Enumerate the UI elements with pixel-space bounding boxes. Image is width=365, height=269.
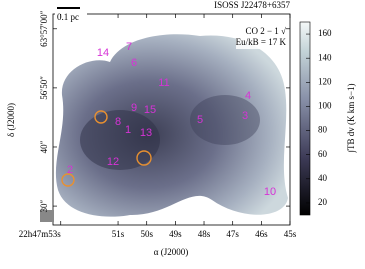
y-axis-label: δ (J2000) xyxy=(6,103,16,137)
source-label: 2 xyxy=(67,164,73,176)
energy-label: Eu/kB = 17 K xyxy=(236,37,287,47)
source-label: 11 xyxy=(158,77,169,89)
colorbar-tick-label: 80 xyxy=(318,125,328,135)
source-label: 14 xyxy=(97,47,109,59)
source-label: 12 xyxy=(107,156,119,168)
colorbar-tick-label: 60 xyxy=(318,149,328,159)
source-label: 9 xyxy=(131,102,137,114)
x-tick-label: 48s xyxy=(198,229,211,239)
source-label: 3 xyxy=(242,110,248,122)
colorbar-label: ∫TB dv (K km s−1) xyxy=(346,83,357,153)
source-label: 8 xyxy=(115,116,121,128)
source-label: 10 xyxy=(264,186,276,198)
colorbar-tick-label: 160 xyxy=(318,28,332,38)
colorbar xyxy=(299,21,311,216)
source-label: 7 xyxy=(126,41,132,53)
cloud-image xyxy=(55,34,288,217)
scale-label: 0.1 pc xyxy=(57,12,79,22)
x-tick-label: 49s xyxy=(169,229,182,239)
line-label: CO 2 − 1 √ xyxy=(245,26,286,36)
label-box xyxy=(236,27,288,49)
source-circle xyxy=(61,173,75,187)
x-tick-label: 45s xyxy=(284,229,297,239)
source-circle xyxy=(94,110,108,124)
source-circle xyxy=(136,150,152,166)
source-label: 1 xyxy=(125,124,131,136)
colorbar-tick-label: 20 xyxy=(318,197,328,207)
colorbar-tick-label: 100 xyxy=(318,101,332,111)
beam-box xyxy=(40,210,54,222)
x-tick-label: 51s xyxy=(112,229,125,239)
y-tick-label: 56′50″ xyxy=(39,76,49,100)
y-tick-label: 30″ xyxy=(39,199,49,212)
source-label: 6 xyxy=(131,57,137,69)
scale-box xyxy=(55,5,87,25)
chart-title: ISOSS J22478+6357 xyxy=(214,0,290,10)
cloud-core xyxy=(190,95,260,145)
colorbar-tick-label: 120 xyxy=(318,76,332,86)
x-tick-label: 22h47m53s xyxy=(19,229,62,239)
cloud-core xyxy=(80,110,160,170)
x-tick-label: 46s xyxy=(255,229,268,239)
source-label: 13 xyxy=(140,127,152,139)
colorbar-tick-label: 140 xyxy=(318,52,332,62)
y-tick-label: 63°57′00″ xyxy=(39,10,49,47)
colorbar-tick-label: 40 xyxy=(318,173,328,183)
y-tick-label: 40″ xyxy=(39,140,49,153)
source-label: 15 xyxy=(144,104,156,116)
x-tick-label: 50s xyxy=(140,229,153,239)
source-label: 5 xyxy=(197,114,203,126)
source-label: 4 xyxy=(245,90,251,102)
x-axis-label: α (J2000) xyxy=(154,247,188,257)
x-tick-label: 47s xyxy=(226,229,239,239)
